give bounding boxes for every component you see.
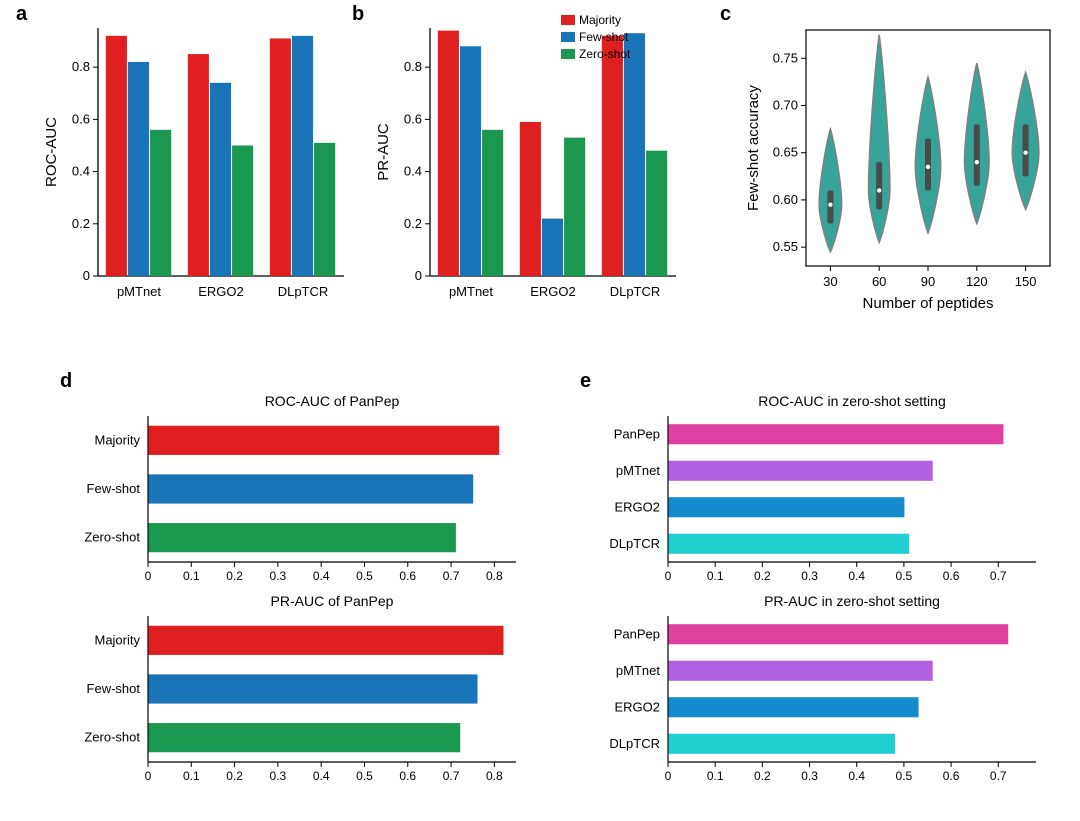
svg-text:0.3: 0.3 — [801, 769, 818, 783]
svg-text:PR-AUC: PR-AUC — [375, 123, 392, 181]
panel-label-c: c — [720, 3, 731, 26]
svg-text:ERGO2: ERGO2 — [530, 284, 576, 299]
svg-text:Few-shot accuracy: Few-shot accuracy — [745, 85, 762, 211]
svg-text:0.2: 0.2 — [754, 569, 771, 583]
svg-text:0: 0 — [145, 769, 152, 783]
svg-text:0.5: 0.5 — [356, 569, 373, 583]
svg-text:ROC-AUC of PanPep: ROC-AUC of PanPep — [265, 393, 400, 409]
svg-text:0.7: 0.7 — [990, 569, 1007, 583]
svg-text:ERGO2: ERGO2 — [614, 699, 660, 714]
svg-text:0.1: 0.1 — [183, 569, 200, 583]
svg-text:0.8: 0.8 — [486, 769, 503, 783]
svg-text:0.6: 0.6 — [943, 769, 960, 783]
svg-text:0.70: 0.70 — [773, 98, 798, 113]
svg-text:0.6: 0.6 — [72, 111, 90, 126]
svg-text:ERGO2: ERGO2 — [614, 499, 660, 514]
svg-text:0.2: 0.2 — [754, 769, 771, 783]
panel-a-chart: 0 0.2 0.4 0.6 0.8 ROC-AUC pMTnet ERGO2 DLpTCR — [40, 10, 350, 320]
svg-text:0.2: 0.2 — [226, 769, 243, 783]
svg-text:0.4: 0.4 — [72, 164, 90, 179]
svg-text:0.3: 0.3 — [270, 769, 287, 783]
svg-text:0.6: 0.6 — [404, 111, 422, 126]
svg-text:0: 0 — [145, 569, 152, 583]
panel-e-chart: ROC-AUC in zero-shot setting 0 0.1 0.2 0.3 0.… — [580, 380, 1050, 800]
svg-text:0.2: 0.2 — [226, 569, 243, 583]
panel-label-b: b — [352, 3, 364, 26]
panel-c-chart: 0.55 0.60 0.65 0.70 0.75 Few-shot accuracy 30 6… — [740, 10, 1060, 320]
svg-text:0.2: 0.2 — [72, 216, 90, 231]
svg-text:DLpTCR: DLpTCR — [609, 736, 660, 751]
svg-text:DLpTCR: DLpTCR — [610, 284, 661, 299]
svg-text:Zero-shot: Zero-shot — [84, 730, 140, 745]
svg-text:150: 150 — [1015, 274, 1037, 289]
svg-text:0.6: 0.6 — [399, 769, 416, 783]
svg-text:ERGO2: ERGO2 — [198, 284, 244, 299]
svg-text:120: 120 — [966, 274, 988, 289]
svg-text:0.3: 0.3 — [801, 569, 818, 583]
svg-text:60: 60 — [872, 274, 886, 289]
svg-text:0.5: 0.5 — [896, 569, 913, 583]
panel-d-chart: ROC-AUC of PanPep 0 0.1 0.2 0.3 0.4 0.5 0.6 0.7 0… — [60, 380, 530, 800]
svg-text:pMTnet: pMTnet — [117, 284, 161, 299]
svg-text:Zero-shot: Zero-shot — [84, 530, 140, 545]
svg-text:PR-AUC of PanPep: PR-AUC of PanPep — [271, 593, 394, 609]
svg-text:0.1: 0.1 — [707, 569, 724, 583]
svg-text:Number of peptides: Number of peptides — [863, 295, 994, 312]
svg-text:DLpTCR: DLpTCR — [278, 284, 329, 299]
svg-text:0.4: 0.4 — [848, 769, 865, 783]
svg-text:0.5: 0.5 — [356, 769, 373, 783]
svg-text:pMTnet: pMTnet — [616, 663, 660, 678]
svg-text:0: 0 — [665, 569, 672, 583]
svg-text:Few-shot: Few-shot — [87, 481, 141, 496]
svg-text:0.2: 0.2 — [404, 216, 422, 231]
svg-text:ROC-AUC: ROC-AUC — [43, 117, 60, 187]
svg-text:PanPep: PanPep — [614, 626, 660, 641]
svg-text:0: 0 — [83, 268, 90, 283]
svg-text:0.8: 0.8 — [404, 59, 422, 74]
svg-text:0.75: 0.75 — [773, 50, 798, 65]
svg-text:0.8: 0.8 — [486, 569, 503, 583]
svg-text:Majority: Majority — [94, 432, 140, 447]
svg-text:0.4: 0.4 — [313, 769, 330, 783]
svg-text:Few-shot: Few-shot — [579, 30, 629, 44]
svg-text:0.4: 0.4 — [404, 164, 422, 179]
svg-text:Zero-shot: Zero-shot — [579, 47, 631, 61]
svg-text:0: 0 — [665, 769, 672, 783]
svg-text:Majority: Majority — [579, 13, 621, 27]
svg-text:0.55: 0.55 — [773, 239, 798, 254]
svg-text:0.6: 0.6 — [399, 569, 416, 583]
svg-text:0.7: 0.7 — [990, 769, 1007, 783]
svg-text:Majority: Majority — [94, 632, 140, 647]
svg-text:0.1: 0.1 — [183, 769, 200, 783]
svg-text:0.6: 0.6 — [943, 569, 960, 583]
svg-text:0.65: 0.65 — [773, 145, 798, 160]
svg-text:0.7: 0.7 — [443, 769, 460, 783]
svg-text:ROC-AUC in zero-shot setting: ROC-AUC in zero-shot setting — [758, 393, 946, 409]
svg-text:0.5: 0.5 — [896, 769, 913, 783]
svg-text:pMTnet: pMTnet — [449, 284, 493, 299]
panel-label-a: a — [16, 3, 27, 26]
svg-text:0.60: 0.60 — [773, 192, 798, 207]
svg-text:0.1: 0.1 — [707, 769, 724, 783]
svg-text:PanPep: PanPep — [614, 426, 660, 441]
svg-text:DLpTCR: DLpTCR — [609, 536, 660, 551]
svg-text:30: 30 — [823, 274, 837, 289]
panel-b-chart: 0 0.2 0.4 0.6 0.8 PR-AUC pMTnet ERGO2 DLpTCR Majo… — [372, 10, 682, 320]
svg-text:0.4: 0.4 — [848, 569, 865, 583]
svg-text:Few-shot: Few-shot — [87, 681, 141, 696]
svg-text:pMTnet: pMTnet — [616, 463, 660, 478]
svg-text:0.8: 0.8 — [72, 59, 90, 74]
svg-text:0.7: 0.7 — [443, 569, 460, 583]
svg-text:0: 0 — [415, 268, 422, 283]
svg-text:0.4: 0.4 — [313, 569, 330, 583]
svg-text:90: 90 — [921, 274, 935, 289]
svg-text:PR-AUC in zero-shot setting: PR-AUC in zero-shot setting — [764, 593, 940, 609]
svg-text:0.3: 0.3 — [270, 569, 287, 583]
